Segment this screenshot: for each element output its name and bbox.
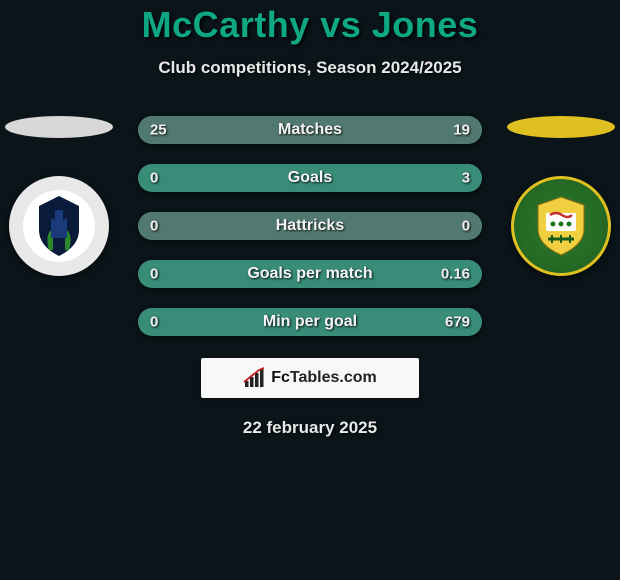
stat-label: Matches <box>278 121 342 139</box>
stat-bar-hattricks: 0 Hattricks 0 <box>138 212 482 240</box>
stat-label: Min per goal <box>263 313 357 331</box>
stat-value-right: 0.16 <box>441 266 470 283</box>
stat-value-right: 0 <box>462 218 470 235</box>
stat-bar-matches: 25 Matches 19 <box>138 116 482 144</box>
competition-subtitle: Club competitions, Season 2024/2025 <box>158 58 461 78</box>
right-player-disc <box>507 116 615 138</box>
stat-value-left: 25 <box>150 122 167 139</box>
date-line: 22 february 2025 <box>243 418 377 438</box>
brand-box[interactable]: FcTables.com <box>201 358 419 398</box>
left-player-col <box>0 116 118 276</box>
left-player-disc <box>5 116 113 138</box>
left-team-badge <box>9 176 109 276</box>
stat-label: Goals <box>288 169 332 187</box>
stat-bar-goals-per-match: 0 Goals per match 0.16 <box>138 260 482 288</box>
stat-label: Hattricks <box>276 217 344 235</box>
stat-value-left: 0 <box>150 314 158 331</box>
brand-label: FcTables.com <box>271 369 377 387</box>
comparison-card: McCarthy vs Jones Club competitions, Sea… <box>0 0 620 438</box>
main-layout: 25 Matches 19 0 Goals 3 0 Hattricks 0 0 Goals per … <box>0 116 620 336</box>
stat-bar-goals: 0 Goals 3 <box>138 164 482 192</box>
page-title: McCarthy vs Jones <box>142 4 479 46</box>
stat-value-right: 679 <box>445 314 470 331</box>
stat-value-right: 3 <box>462 170 470 187</box>
right-team-badge <box>511 176 611 276</box>
stat-value-right: 19 <box>453 122 470 139</box>
stat-value-left: 0 <box>150 170 158 187</box>
right-player-col <box>502 116 620 276</box>
left-team-crest-icon <box>21 188 97 264</box>
right-team-crest-icon <box>526 191 596 261</box>
chart-icon <box>243 367 265 389</box>
stat-bar-min-per-goal: 0 Min per goal 679 <box>138 308 482 336</box>
stats-column: 25 Matches 19 0 Goals 3 0 Hattricks 0 0 Goals per … <box>138 116 482 336</box>
stat-label: Goals per match <box>247 265 372 283</box>
stat-value-left: 0 <box>150 266 158 283</box>
stat-value-left: 0 <box>150 218 158 235</box>
